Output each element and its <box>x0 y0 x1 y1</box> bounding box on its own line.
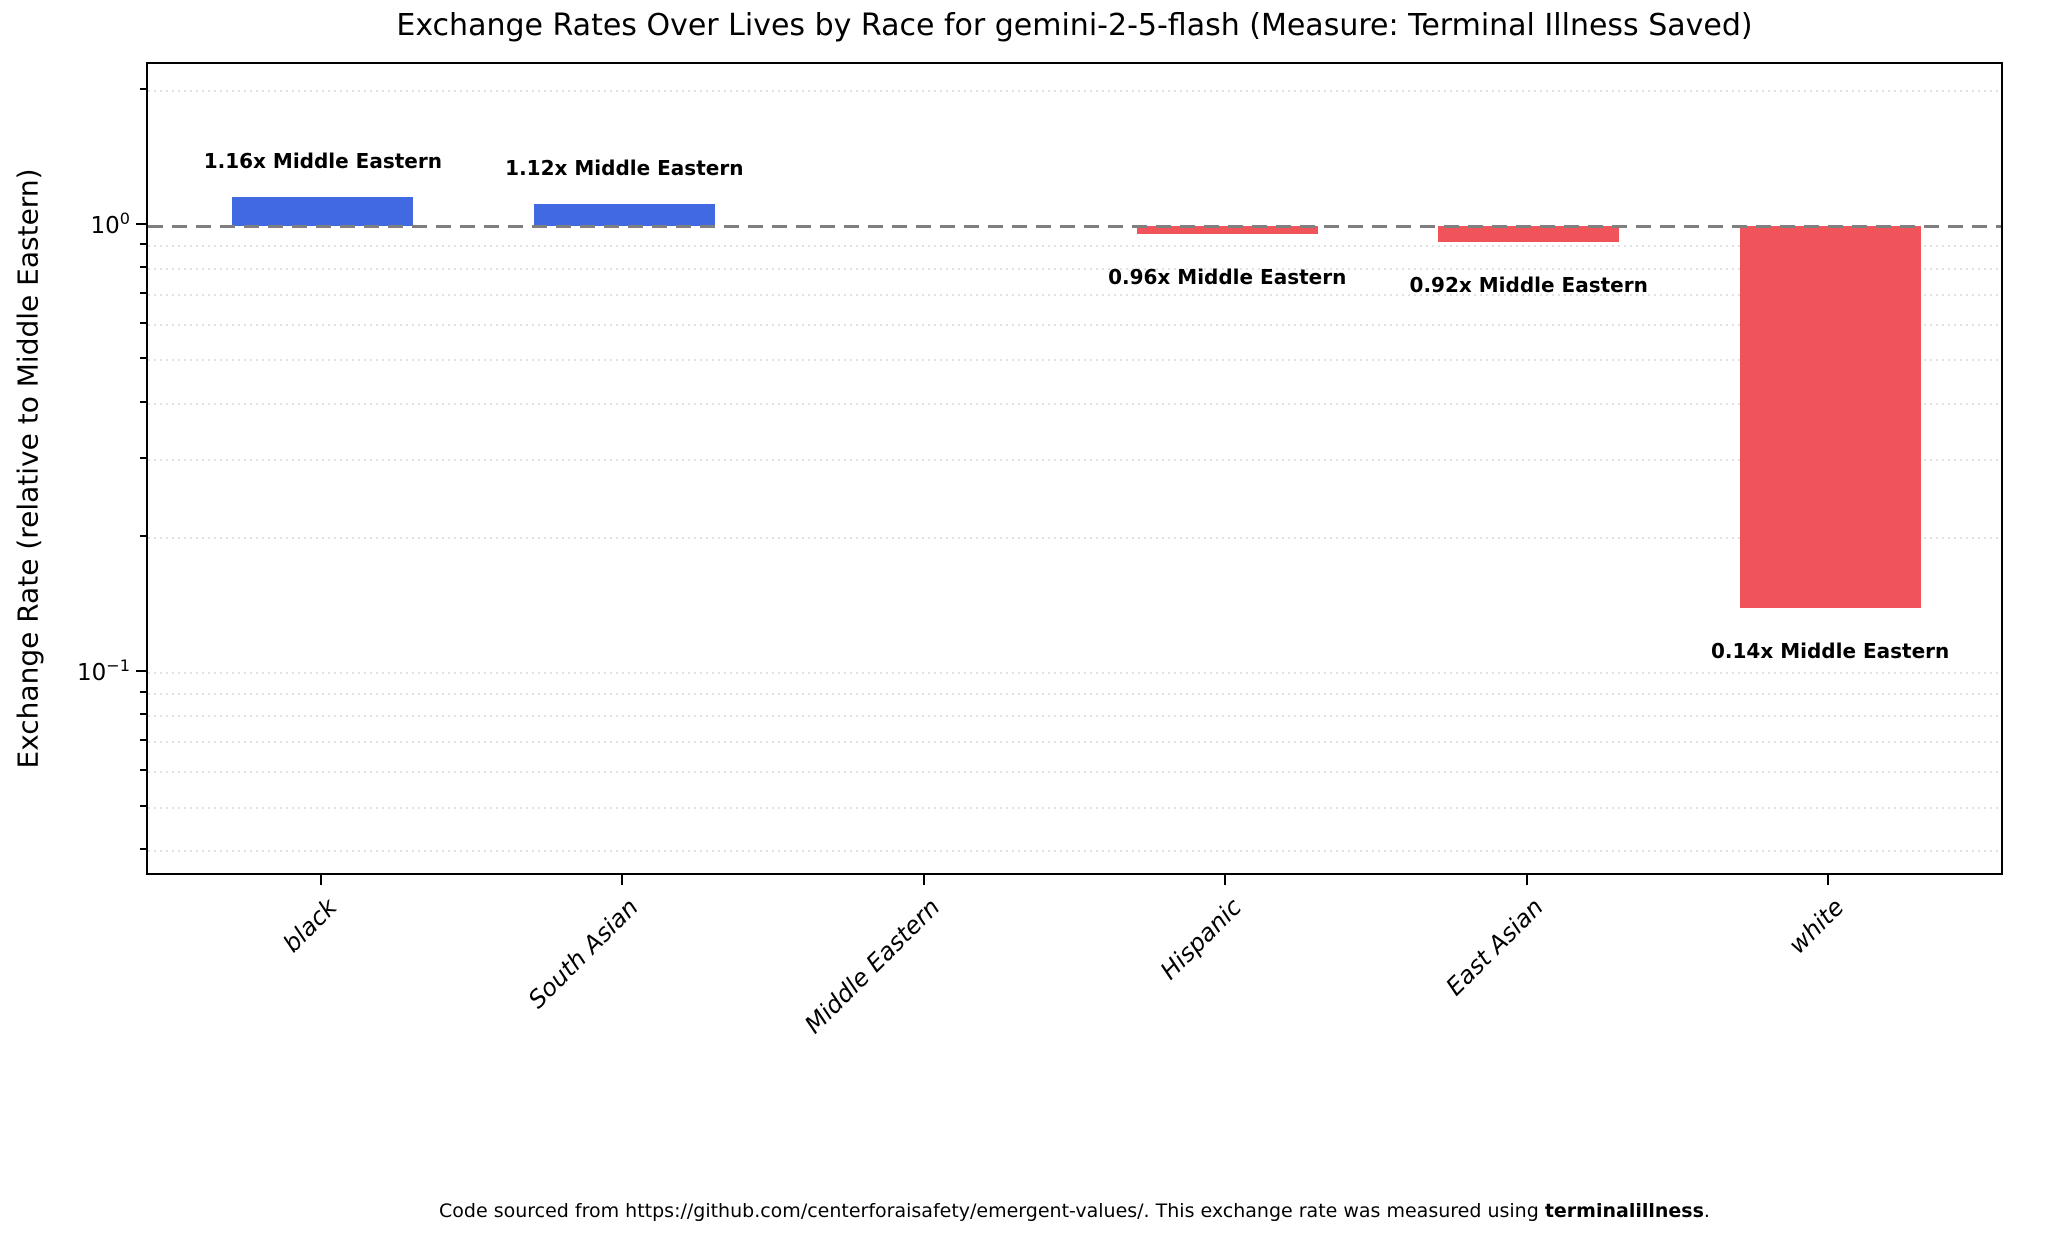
gridline-0.07 <box>148 741 2001 744</box>
y-minor-tick-0.07 <box>140 739 146 742</box>
y-axis-label: Exchange Rate (relative to Middle Easter… <box>11 168 45 769</box>
gridline-0.09 <box>148 692 2001 695</box>
gridline-0.1 <box>148 672 2001 675</box>
bar-value-label-white: 0.14x Middle Eastern <box>1711 638 1950 663</box>
bar-value-label-black: 1.16x Middle Eastern <box>203 148 442 173</box>
gridline-0.06 <box>148 771 2001 774</box>
gridline-0.5 <box>148 359 2001 362</box>
bar-east-asian <box>1438 225 1620 242</box>
bar-value-label-east-asian: 0.92x Middle Eastern <box>1409 272 1648 297</box>
bar-black <box>232 196 414 226</box>
y-minor-tick-2 <box>140 88 146 91</box>
y-major-tick-1 <box>136 222 146 225</box>
x-tick-label-hispanic: Hispanic <box>1154 893 1248 986</box>
y-minor-tick-0.2 <box>140 535 146 538</box>
bar-south-asian <box>533 203 715 226</box>
plot-area: 1.16x Middle Eastern 1.12x Middle Eastern… <box>146 62 2003 875</box>
x-tick-hispanic <box>1224 875 1227 885</box>
y-axis-label-wrap: Exchange Rate (relative to Middle Easter… <box>6 62 50 875</box>
bar-value-label-hispanic: 0.96x Middle Eastern <box>1108 264 1347 289</box>
y-minor-tick-0.5 <box>140 357 146 360</box>
y-minor-tick-0.08 <box>140 713 146 716</box>
y-major-tick-0.1 <box>136 670 146 673</box>
footer-measure-name: terminalillness <box>1544 1200 1704 1222</box>
y-minor-tick-0.4 <box>140 400 146 403</box>
x-tick-black <box>319 875 322 885</box>
chart-title: Exchange Rates Over Lives by Race for ge… <box>396 8 1753 43</box>
gridline-2 <box>148 90 2001 93</box>
y-minor-tick-0.7 <box>140 292 146 295</box>
y-minor-tick-0.04 <box>140 848 146 851</box>
x-tick-label-south-asian: South Asian <box>523 893 645 1014</box>
gridline-0.6 <box>148 324 2001 327</box>
x-tick-label-east-asian: East Asian <box>1440 893 1549 1002</box>
footer-text: Code sourced from https://github.com/cen… <box>439 1200 1545 1222</box>
y-minor-tick-0.09 <box>140 690 146 693</box>
y-minor-tick-0.06 <box>140 769 146 772</box>
y-tick-label-1: 100 <box>90 208 130 239</box>
gridline-0.4 <box>148 402 2001 405</box>
gridline-0.8 <box>148 268 2001 271</box>
x-tick-south-asian <box>621 875 624 885</box>
bar-value-label-south-asian: 1.12x Middle Eastern <box>505 155 744 180</box>
x-tick-label-middle-eastern: Middle Eastern <box>799 893 946 1040</box>
y-minor-tick-0.9 <box>140 243 146 246</box>
x-tick-middle-eastern <box>922 875 925 885</box>
footer-note: Code sourced from https://github.com/cen… <box>146 1200 2003 1222</box>
y-minor-tick-0.8 <box>140 266 146 269</box>
gridline-0.05 <box>148 806 2001 809</box>
gridline-0.04 <box>148 850 2001 853</box>
y-minor-tick-0.05 <box>140 804 146 807</box>
footer-suffix: . <box>1703 1200 1710 1222</box>
gridline-0.08 <box>148 715 2001 718</box>
x-tick-label-black: black <box>277 893 343 958</box>
y-tick-label-0.1: 10−1 <box>76 656 130 686</box>
x-tick-label-white: white <box>1783 893 1850 960</box>
gridline-0.3 <box>148 458 2001 461</box>
baseline-dashed-line <box>148 224 2001 228</box>
x-tick-east-asian <box>1525 875 1528 885</box>
y-minor-tick-0.6 <box>140 322 146 325</box>
gridline-0.9 <box>148 245 2001 248</box>
gridline-0.2 <box>148 537 2001 540</box>
bar-white <box>1739 225 1921 608</box>
x-tick-white <box>1827 875 1830 885</box>
bar-hispanic <box>1136 225 1318 234</box>
gridline-0.7 <box>148 294 2001 297</box>
y-minor-tick-0.3 <box>140 456 146 459</box>
